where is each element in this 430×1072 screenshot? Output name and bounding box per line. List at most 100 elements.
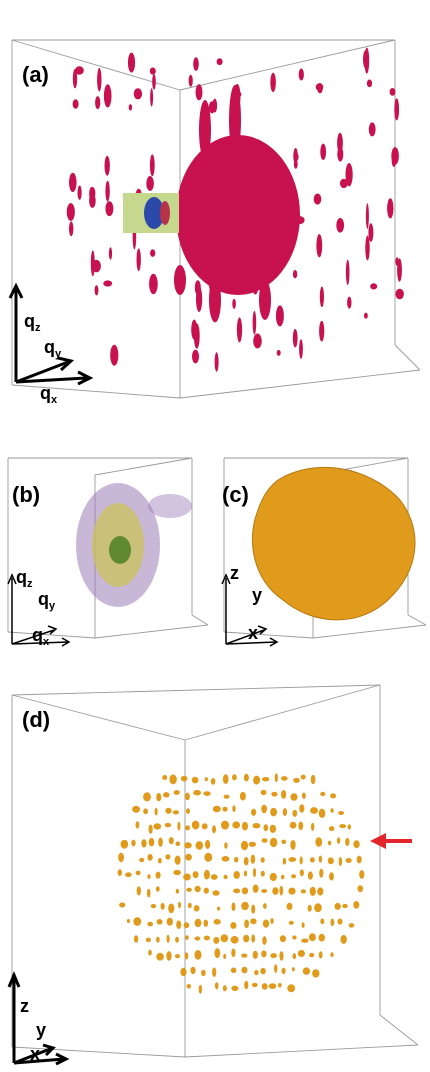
density-spot [318, 951, 323, 959]
diffraction-spot [128, 104, 133, 111]
density-spot [186, 984, 191, 989]
density-spot [241, 887, 249, 895]
density-spot [269, 837, 278, 848]
density-spot [162, 775, 168, 780]
diffraction-spot [292, 270, 298, 279]
diffraction-spot [69, 221, 74, 237]
density-spot [281, 776, 288, 781]
density-spot [147, 921, 153, 927]
density-spot [232, 805, 236, 812]
diffraction-spot [94, 285, 99, 296]
diffraction-spot [319, 286, 324, 308]
density-spot [153, 823, 162, 830]
diffraction-spot [150, 88, 154, 107]
diffraction-spot [364, 312, 368, 319]
density-spot [310, 857, 315, 863]
density-spot [274, 964, 278, 973]
density-spot [239, 791, 246, 801]
density-spot [357, 885, 364, 893]
density-spot [336, 837, 341, 844]
density-spot [302, 792, 306, 799]
diffraction-spot [149, 67, 156, 75]
diffraction-spot [92, 259, 101, 273]
panel-c: (c) z y x [218, 440, 430, 650]
diffraction-spot [394, 98, 400, 121]
panel-label: (b) [12, 482, 41, 507]
diffraction-spot [95, 96, 101, 110]
diffraction-spot [345, 259, 350, 285]
density-spot [308, 933, 316, 942]
diffraction-spot [232, 298, 236, 309]
density-spot [240, 840, 249, 851]
density-spot [318, 855, 323, 863]
diffraction-spot [191, 319, 198, 340]
diffraction-spot [103, 84, 112, 108]
density-spot [260, 789, 267, 796]
density-spot [194, 885, 201, 893]
density-spot [241, 966, 248, 974]
density-spot [233, 888, 241, 894]
density-spot [212, 825, 216, 834]
diffraction-spot [188, 74, 193, 87]
diffraction-spot [108, 247, 113, 260]
density-spot [301, 922, 305, 928]
density-spot [158, 837, 163, 847]
density-spot [201, 969, 206, 977]
density-spot [260, 967, 266, 975]
density-spot [281, 790, 287, 799]
diffraction-spot [194, 280, 201, 296]
panel-label: (a) [22, 62, 49, 87]
density-spot [282, 808, 288, 817]
diffraction-spot [275, 305, 284, 327]
density-spot [150, 904, 157, 909]
diffraction-spot [105, 201, 114, 217]
density-spot [288, 887, 296, 895]
density-spot [173, 869, 181, 876]
diffraction-spot [72, 69, 78, 89]
density-spot [203, 869, 210, 880]
density-spot [252, 950, 258, 959]
axis-triad [221, 573, 279, 647]
density-spot [315, 837, 323, 847]
axis-x-label: qx [32, 625, 50, 648]
density-spot [345, 838, 350, 846]
density-spot [180, 775, 188, 782]
density-spot [244, 919, 250, 929]
density-spot [147, 874, 151, 879]
diffraction-spot [193, 57, 199, 71]
density-spot [253, 775, 261, 785]
density-spot [251, 904, 256, 914]
density-spot [231, 902, 236, 911]
density-spot [117, 869, 123, 876]
density-spot [311, 822, 315, 831]
density-spot [299, 804, 305, 813]
density-spot [220, 934, 229, 943]
density-spot [309, 886, 316, 896]
density-spot [270, 918, 274, 924]
diffraction-spot [72, 99, 79, 109]
density-spot [330, 918, 335, 927]
density-spot [250, 854, 256, 864]
diffraction-spot [395, 257, 399, 266]
panel-a-plot [11, 39, 421, 399]
density-spot [203, 935, 210, 941]
density-spot [329, 872, 334, 881]
density-spot [261, 838, 268, 843]
density-spot [244, 980, 249, 990]
diffraction-spot [368, 122, 376, 137]
density-spot [233, 871, 240, 879]
diffraction-spot [152, 74, 156, 90]
density-spot [300, 774, 306, 780]
density-spot [168, 903, 175, 914]
diffraction-spot [337, 146, 344, 162]
density-spot [174, 855, 181, 865]
density-spot [318, 808, 326, 818]
density-spot [292, 953, 297, 960]
density-spot [250, 918, 257, 925]
density-spot [165, 854, 171, 860]
density-spot [221, 820, 229, 830]
density-spot [205, 839, 211, 849]
density-spot [143, 808, 149, 815]
diffraction-streak [259, 280, 271, 320]
diffraction-spot [320, 143, 327, 160]
